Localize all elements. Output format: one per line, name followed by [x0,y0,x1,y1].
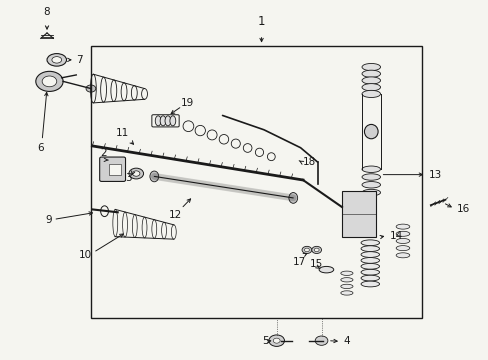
Bar [109,164,121,175]
Ellipse shape [129,168,143,179]
Ellipse shape [160,116,165,126]
Ellipse shape [52,57,61,63]
Ellipse shape [132,171,140,176]
Ellipse shape [311,246,321,253]
Text: 9: 9 [45,215,52,225]
Ellipse shape [360,269,379,275]
FancyBboxPatch shape [100,157,125,181]
Ellipse shape [231,139,240,148]
Ellipse shape [395,246,409,251]
Text: 4: 4 [342,336,349,346]
Ellipse shape [302,246,311,253]
Circle shape [273,338,280,343]
Ellipse shape [360,281,379,287]
Text: 15: 15 [309,259,323,269]
Ellipse shape [169,116,175,126]
Text: 10: 10 [79,250,91,260]
Text: 7: 7 [76,55,83,65]
Ellipse shape [288,193,297,203]
Ellipse shape [361,166,380,172]
Ellipse shape [361,70,380,77]
Text: 3: 3 [124,173,131,183]
Text: 18: 18 [303,157,316,167]
Bar [341,191,375,237]
Ellipse shape [101,206,108,217]
Ellipse shape [360,246,379,252]
Ellipse shape [340,278,352,282]
Ellipse shape [360,252,379,257]
Ellipse shape [361,63,380,71]
Ellipse shape [361,77,380,84]
Ellipse shape [340,291,352,295]
Ellipse shape [360,275,379,281]
Ellipse shape [243,144,251,152]
Circle shape [268,335,284,346]
Ellipse shape [195,125,205,136]
Ellipse shape [361,90,380,98]
Ellipse shape [361,181,380,188]
Text: 2: 2 [100,148,106,158]
Ellipse shape [340,284,352,288]
Text: 19: 19 [181,98,194,108]
Ellipse shape [314,248,319,252]
Ellipse shape [395,224,409,229]
Ellipse shape [364,125,377,139]
Ellipse shape [207,130,217,140]
Text: 16: 16 [456,204,469,214]
Ellipse shape [360,264,379,269]
Text: 11: 11 [116,128,129,138]
Text: 17: 17 [292,257,305,267]
Ellipse shape [155,116,161,126]
Ellipse shape [395,238,409,243]
Bar [91,45,422,318]
Ellipse shape [360,240,379,246]
Ellipse shape [319,266,333,273]
Ellipse shape [47,54,66,66]
Ellipse shape [219,135,228,144]
Ellipse shape [361,174,380,180]
Text: 6: 6 [37,143,44,153]
Ellipse shape [267,153,275,161]
Ellipse shape [255,148,263,157]
Ellipse shape [304,248,309,252]
Ellipse shape [395,253,409,258]
Ellipse shape [340,271,352,275]
Ellipse shape [360,257,379,263]
Text: 1: 1 [257,15,265,28]
Circle shape [86,85,96,92]
Text: 12: 12 [168,211,182,220]
Ellipse shape [361,84,380,91]
Text: 8: 8 [43,7,50,17]
Ellipse shape [395,231,409,236]
Text: 13: 13 [428,170,441,180]
Circle shape [315,336,327,345]
Ellipse shape [361,189,380,196]
Ellipse shape [150,171,158,182]
Circle shape [36,71,63,91]
Ellipse shape [183,121,193,132]
Text: 5: 5 [261,336,268,346]
Text: 14: 14 [389,231,402,240]
Circle shape [42,76,57,87]
Ellipse shape [164,116,170,126]
